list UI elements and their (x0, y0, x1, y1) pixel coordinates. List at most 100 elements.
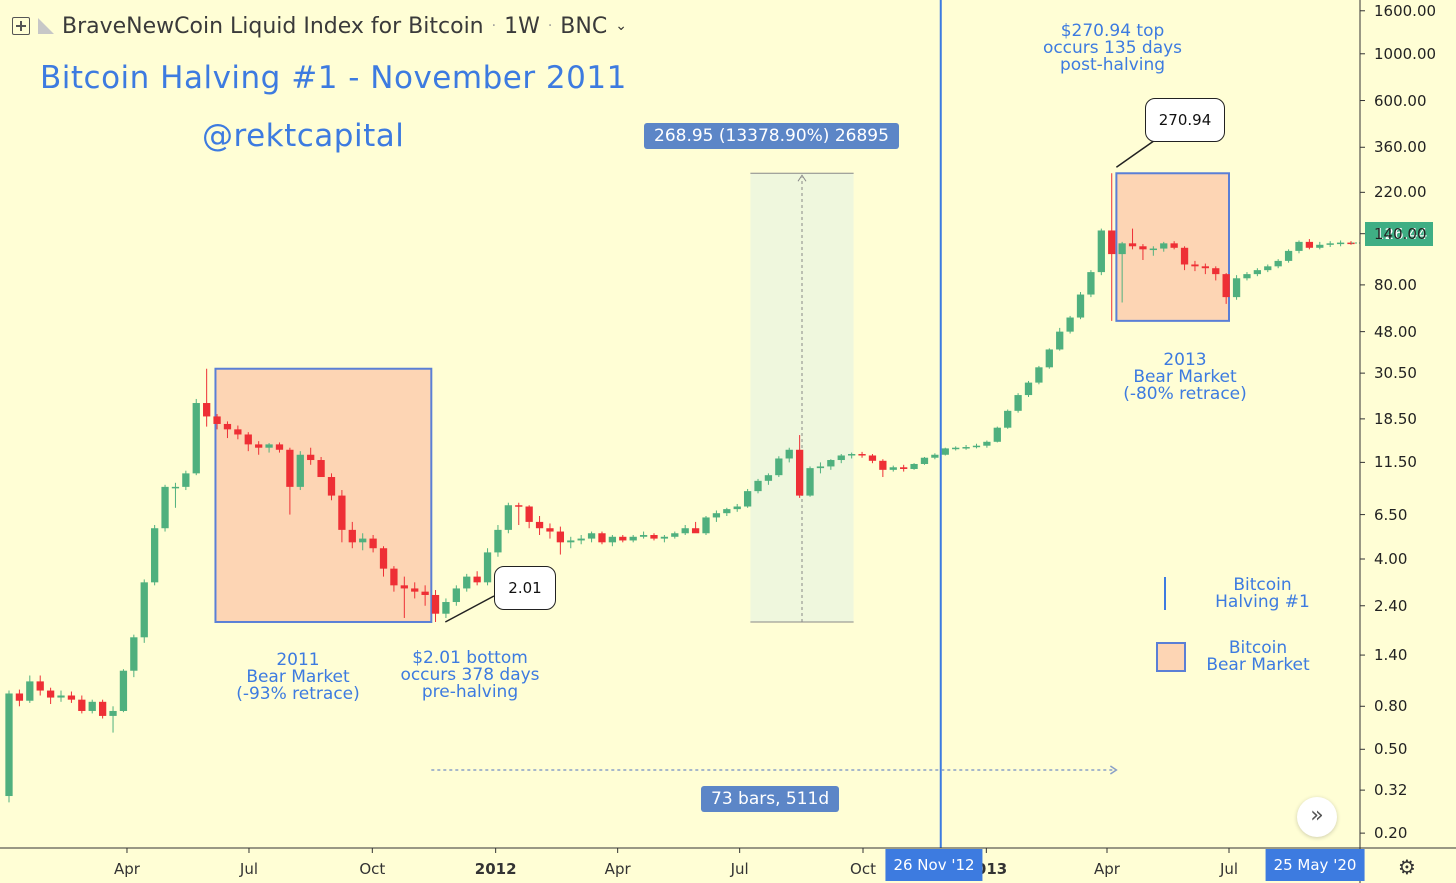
top-callout-pointer (1115, 137, 1159, 168)
candle-body (556, 531, 565, 543)
candle (910, 463, 918, 470)
candle-body (1014, 395, 1022, 411)
candle (691, 521, 700, 534)
candle-body (15, 693, 24, 701)
candle-body (993, 427, 1001, 442)
candle (192, 398, 200, 476)
candle-body (848, 454, 856, 456)
candle-body (275, 444, 284, 450)
candle (379, 546, 388, 577)
candle (1139, 244, 1147, 261)
separator-dot-icon: · (547, 18, 553, 34)
candle (660, 535, 669, 543)
candle (421, 585, 429, 606)
candle-body (78, 699, 86, 711)
candle-body (1212, 268, 1220, 275)
candle-body (88, 701, 96, 711)
candle (442, 598, 450, 618)
candle (1295, 240, 1303, 254)
candle (1108, 173, 1116, 321)
candle-body (535, 521, 544, 529)
y-tick-label: 220.00 (1374, 183, 1427, 202)
candle (1004, 409, 1012, 429)
candle-body (36, 681, 44, 691)
chevron-down-icon[interactable]: ⌄ (615, 18, 627, 34)
candle-body (369, 538, 377, 549)
candle (1035, 365, 1043, 385)
candle (36, 675, 44, 696)
candle (473, 571, 481, 586)
candle (483, 548, 492, 586)
candle-body (1253, 270, 1262, 275)
candle (993, 426, 1001, 443)
bear-2011-note: 2011 Bear Market (-93% retrace) (236, 650, 360, 704)
candle (515, 502, 523, 526)
candle-body (952, 447, 960, 450)
interval-label[interactable]: 1W (504, 13, 540, 39)
candle (275, 442, 284, 453)
candle (952, 446, 960, 451)
candle (286, 447, 294, 515)
candle (161, 484, 169, 532)
candle (255, 441, 263, 455)
plus-square-icon[interactable] (12, 17, 30, 35)
candle (1056, 327, 1064, 351)
candle (556, 526, 565, 555)
candle-body (546, 528, 554, 532)
candle-body (203, 403, 211, 417)
candle (15, 689, 24, 707)
candle (827, 459, 835, 470)
legend-halving-swatch (1164, 577, 1166, 610)
y-tick-label: 48.00 (1374, 322, 1417, 341)
y-tick-label: 18.50 (1374, 409, 1417, 428)
candle-body (1336, 242, 1345, 245)
candle (608, 535, 617, 547)
candle-body (1024, 382, 1033, 396)
exchange-label[interactable]: BNC (560, 13, 608, 39)
candle (265, 443, 273, 453)
candle (1232, 275, 1241, 300)
candle (941, 447, 949, 456)
x-tick-label: 2012 (474, 860, 517, 878)
bear-2011-box (214, 367, 433, 623)
candle-body (785, 449, 793, 459)
bottom-note: $2.01 bottom occurs 378 days pre-halving (400, 648, 540, 702)
candle (1066, 315, 1074, 334)
candle (775, 456, 783, 478)
candle-body (431, 594, 440, 614)
candle (567, 536, 575, 549)
candle (879, 459, 887, 478)
candle (743, 488, 752, 508)
candle (338, 490, 346, 543)
bottom-callout-pointer (444, 595, 495, 623)
candle (900, 464, 908, 472)
candle-body (691, 528, 700, 534)
candle-body (889, 467, 897, 470)
candle (577, 535, 585, 545)
legend-halving-label: Bitcoin Halving #1 (1215, 575, 1310, 612)
candle (109, 706, 117, 733)
candle (213, 414, 221, 430)
candle-body (1222, 274, 1230, 298)
candle-body (57, 695, 65, 698)
candle (1014, 393, 1022, 413)
candle (182, 470, 190, 491)
gear-icon[interactable]: ⚙ (1398, 855, 1416, 879)
candle (1201, 263, 1209, 275)
candle (546, 523, 554, 539)
candle (5, 690, 13, 803)
candle (920, 456, 929, 465)
candle (67, 691, 76, 703)
candle-body (910, 463, 918, 469)
double-chevron-right-icon[interactable]: » (1297, 797, 1337, 837)
candle-body (171, 486, 180, 489)
symbol-title[interactable]: BraveNewCoin Liquid Index for Bitcoin (62, 13, 484, 39)
candle (317, 456, 325, 478)
candle-body (140, 582, 148, 638)
candle (1076, 292, 1085, 320)
candle (1097, 228, 1105, 276)
y-tick-label: 0.50 (1374, 740, 1408, 759)
halving-date-tag: 26 Nov '12 (885, 849, 983, 881)
candle-body (1066, 317, 1074, 332)
